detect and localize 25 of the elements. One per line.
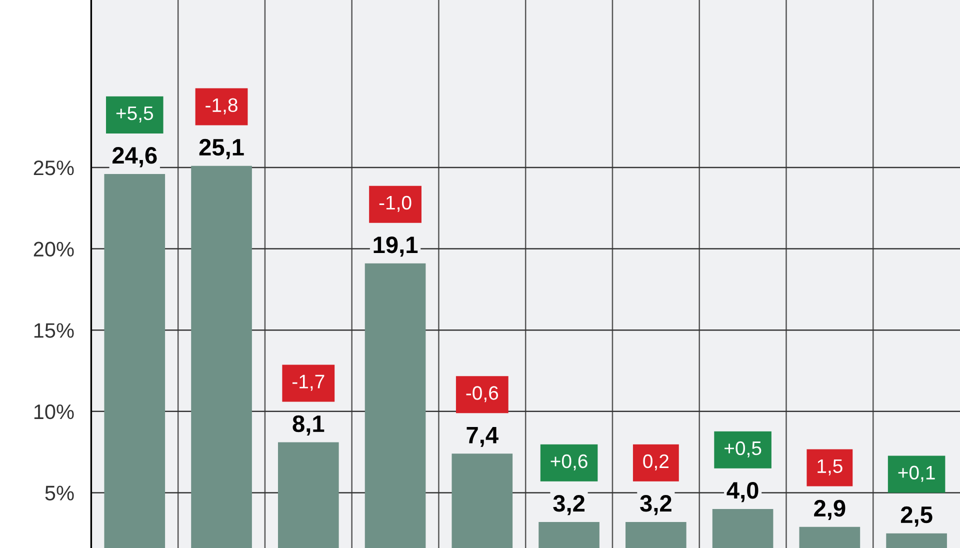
data-label: 25,1 bbox=[199, 138, 244, 160]
data-label: 24,6 bbox=[112, 147, 157, 168]
y-tick-label: 5% bbox=[45, 486, 74, 500]
y-tick-label: 25% bbox=[34, 160, 74, 176]
annotation: -0,6 bbox=[466, 386, 498, 402]
annotation: +0,6 bbox=[550, 454, 588, 470]
y-tick-label: 10% bbox=[34, 404, 74, 420]
data-label: 4,0 bbox=[726, 482, 758, 502]
data-label: 8,1 bbox=[292, 415, 324, 436]
annotation: 0,2 bbox=[643, 454, 668, 470]
annotation: -1,7 bbox=[292, 374, 324, 391]
data-label: 2,5 bbox=[900, 506, 932, 527]
data-label: 7,4 bbox=[466, 426, 498, 447]
data-label: 2,9 bbox=[814, 500, 846, 520]
annotation: -1,8 bbox=[206, 98, 238, 114]
y-tick-label: 15% bbox=[34, 323, 74, 338]
data-label: 19,1 bbox=[374, 236, 418, 257]
data-label: 3,2 bbox=[553, 495, 585, 516]
y-tick-label: 20% bbox=[34, 242, 74, 257]
annotation: +5,5 bbox=[116, 106, 154, 122]
annotation: 1,5 bbox=[818, 459, 842, 476]
annotation: +0,1 bbox=[898, 466, 935, 482]
annotation: -1,0 bbox=[379, 196, 412, 212]
data-label: 3,2 bbox=[640, 495, 672, 516]
annotation: +0,5 bbox=[724, 441, 762, 458]
